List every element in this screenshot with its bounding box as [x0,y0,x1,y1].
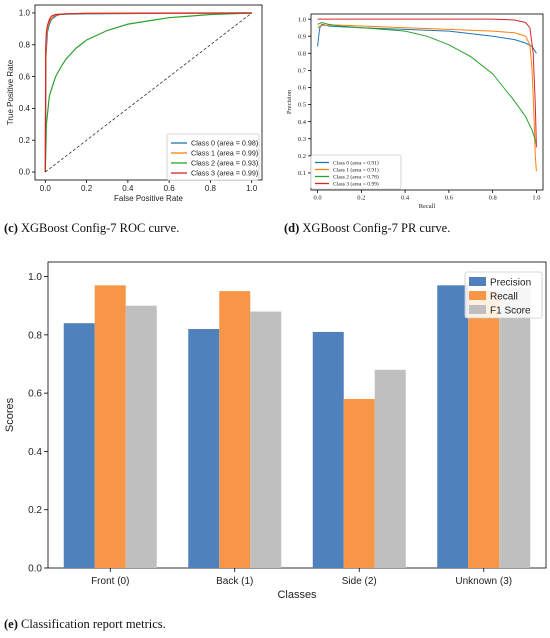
legend-swatch [469,277,486,286]
y-tick-label: 0.5 [298,102,306,109]
series-line-class-2 [317,21,537,145]
y-tick-label: 0.6 [298,85,307,92]
y-tick-label: 1.0 [298,16,306,23]
legend-label: Class 2 (area = 0.78) [333,173,379,180]
x-tick-label: 0.4 [401,195,410,202]
y-tick-label: 0.3 [298,136,306,143]
bar-precision-3 [437,285,469,568]
caption-e-tag: (e) [4,617,18,631]
legend-label: Recall [490,292,518,303]
legend-label: Class 2 (area = 0.93) [191,158,258,167]
caption-e-text: Classification report metrics. [21,617,166,631]
y-tick-label: 0.4 [28,447,42,458]
x-tick-label: 0.8 [205,184,217,193]
x-tick-label: 0.0 [40,184,52,193]
legend-swatch [469,305,486,314]
x-tick-label: Side (2) [342,576,377,587]
y-tick-label: 0.8 [19,40,31,49]
legend-label: F1 Score [490,306,531,317]
series-line-class-0 [317,23,537,54]
legend-label: Class 0 (area = 0.91) [333,159,379,166]
series-line-class-2 [44,12,252,173]
y-tick-label: 1.0 [19,9,31,18]
y-tick-label: 0.6 [19,72,31,81]
x-tick-label: Back (1) [216,576,253,587]
bar-f1-score-3 [499,288,531,568]
bar-recall-2 [343,398,375,568]
x-tick-label: 0.2 [357,195,365,202]
pr-chart: 0.0 0.2 0.4 0.6 0.8 1.0 0.1 0.2 0.3 0.4 0.5 0.6 0.7 0… [286,13,544,210]
y-tick-label: 0.4 [298,119,307,126]
y-tick-label: 0.2 [19,136,31,145]
legend-label: Precision [490,278,531,289]
y-tick-label: 0.8 [298,50,306,57]
bar-precision-0 [63,323,95,568]
plot-frame [34,4,263,181]
series-line-class-3 [44,12,252,173]
x-axis-label: False Positive Rate [114,194,183,203]
legend-box [166,133,260,181]
y-axis-label: Precision [286,89,293,114]
y-tick-label: 0.1 [298,170,306,177]
caption-c-tag: (c) [4,221,18,235]
bar-recall-1 [219,291,251,568]
legend-label: Class 3 (area = 0.99) [333,180,379,187]
y-tick-label: 0.0 [19,168,31,177]
caption-d-tag: (d) [284,221,300,235]
x-axis-label: Recall [419,203,436,210]
y-tick-label: 0.2 [298,153,306,160]
caption-d: (d) XGBoost Config-7 PR curve. [284,221,450,236]
bar-f1-score-1 [250,311,282,568]
x-axis-label: Classes [277,589,317,601]
x-tick-label: Front (0) [91,576,129,587]
y-tick-label: 0.7 [298,68,307,75]
legend-label: Class 1 (area = 0.91) [333,166,379,173]
plot-frame [310,13,544,191]
diagonal-reference-line [45,12,252,173]
bar-f1-score-0 [125,305,157,568]
bar-recall-3 [468,291,500,568]
series-line-class-1 [317,24,537,172]
bar-f1-score-2 [374,369,406,568]
y-tick-label: 1.0 [28,272,42,283]
caption-c-text: XGBoost Config-7 ROC curve. [21,221,180,235]
x-tick-label: 0.8 [489,195,497,202]
y-tick-label: 0.4 [19,104,31,113]
y-axis-label: True Positive Rate [6,59,15,125]
y-tick-label: 0.9 [298,33,306,40]
y-tick-label: 0.8 [28,330,42,341]
y-tick-label: 0.2 [28,505,42,516]
legend-box [310,154,402,190]
caption-d-text: XGBoost Config-7 PR curve. [302,221,451,235]
bar-recall-0 [94,285,126,568]
legend-label: Class 3 (area = 0.99) [191,168,258,177]
legend-swatch [469,291,486,300]
x-tick-label: 1.0 [532,195,540,202]
bar-precision-2 [312,331,344,568]
x-tick-label: 0.6 [164,184,176,193]
legend-label: Class 0 (area = 0.98) [191,138,258,147]
x-tick-label: 0.0 [314,195,322,202]
plot-frame [47,261,547,569]
roc-chart: 0.0 0.2 0.4 0.6 0.8 1.0 0.0 0.2 0.4 0.6 0.8 1.0 Fals… [6,4,263,203]
x-tick-label: 0.6 [445,195,454,202]
legend-label: Class 1 (area = 0.99) [191,148,258,157]
x-tick-label: 1.0 [246,184,258,193]
caption-e: (e) Classification report metrics. [4,617,166,632]
y-tick-label: 0.6 [28,389,42,400]
y-axis-label: Scores [4,397,16,432]
bar-precision-1 [188,329,220,568]
classification-bar-chart: 0.0 0.2 0.4 0.6 0.8 1.0 Front (0) Back (1) Side … [4,261,547,601]
y-tick-label: 0.0 [28,564,42,575]
x-tick-label: Unknown (3) [455,576,512,587]
x-tick-label: 0.4 [122,184,134,193]
caption-c: (c) XGBoost Config-7 ROC curve. [4,221,179,236]
x-tick-label: 0.2 [81,184,93,193]
series-line-class-3 [317,18,537,148]
